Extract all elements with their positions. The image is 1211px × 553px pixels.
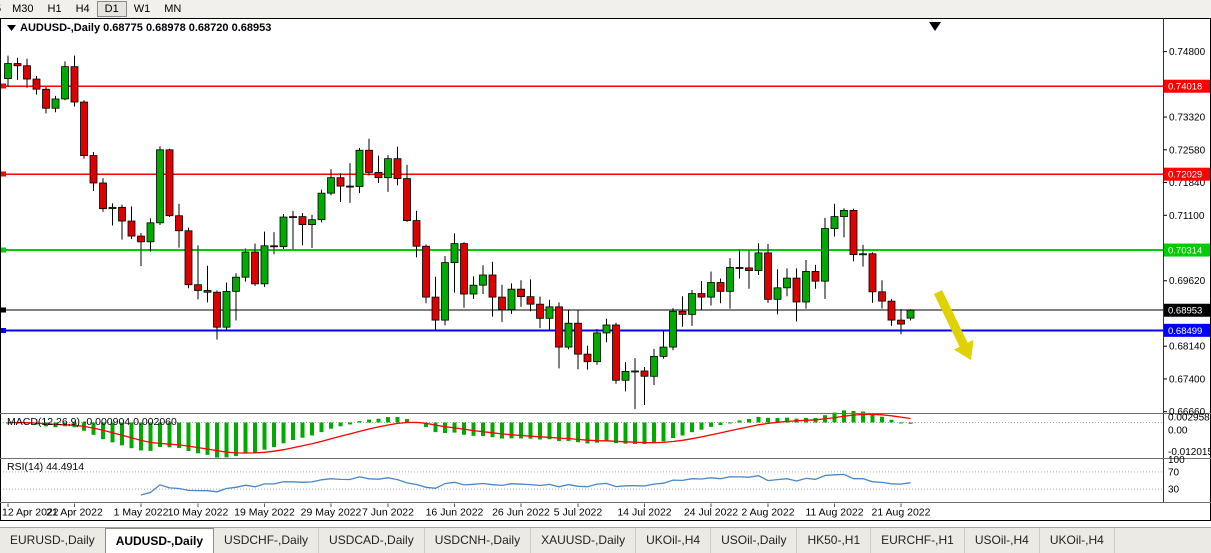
date-label: 7 Jun 2022 xyxy=(362,507,414,519)
rsi-label: RSI(14) 44.4914 xyxy=(7,461,84,473)
rsi-axis-70: 70 xyxy=(1168,467,1180,478)
symbol-tab-eurchf-h1[interactable]: EURCHF-,H1 xyxy=(871,528,965,553)
price-tick-label: 0.68140 xyxy=(1169,342,1206,353)
symbol-tab-ukoil-h4[interactable]: UKOil-,H4 xyxy=(1040,528,1115,553)
symbol-tab-usdchf-daily[interactable]: USDCHF-,Daily xyxy=(214,528,319,553)
date-label: 14 Jul 2022 xyxy=(617,507,671,519)
price-badge-label: 0.74018 xyxy=(1168,82,1202,93)
date-label: 11 Aug 2022 xyxy=(805,507,863,519)
timeframe-button-H4[interactable]: H4 xyxy=(69,2,97,17)
support-blue-line-handle[interactable] xyxy=(1,328,6,333)
date-label: 2 Aug 2022 xyxy=(741,507,794,519)
symbol-tab-usoil-h4[interactable]: USOil-,H4 xyxy=(965,528,1040,553)
chart-canvas[interactable]: 0.748000.733200.725800.718400.711000.696… xyxy=(0,18,1211,521)
support-resistance-green-line-handle[interactable] xyxy=(1,248,6,253)
symbol-tab-eurusd-daily[interactable]: EURUSD-,Daily xyxy=(0,528,106,553)
timeframe-button-W1[interactable]: W1 xyxy=(127,2,158,17)
symbol-tab-xauusd-daily[interactable]: XAUUSD-,Daily xyxy=(531,528,636,553)
current-price-line-handle[interactable] xyxy=(1,308,6,313)
date-label: 24 Jul 2022 xyxy=(684,507,738,519)
symbol-tab-hk50-h1[interactable]: HK50-,H1 xyxy=(797,528,871,553)
date-label: 19 May 2022 xyxy=(234,507,295,519)
price-tick-label: 0.71100 xyxy=(1169,211,1205,222)
rsi-axis-100: 100 xyxy=(1168,455,1185,466)
date-label: 21 Aug 2022 xyxy=(872,507,931,519)
price-badge-label: 0.68499 xyxy=(1168,326,1202,337)
timeframe-button-group: 5M30H1H4D1W1MN xyxy=(0,1,188,17)
price-tick-label: 0.67400 xyxy=(1169,374,1206,385)
timeframe-button-M30[interactable]: M30 xyxy=(5,2,40,17)
date-label: 29 May 2022 xyxy=(301,507,362,519)
resistance-line-upper-handle[interactable] xyxy=(1,84,6,89)
price-tick-label: 0.72580 xyxy=(1169,145,1206,156)
symbol-tabbar: EURUSD-,DailyAUDUSD-,DailyUSDCHF-,DailyU… xyxy=(0,527,1211,553)
price-tick-label: 0.73320 xyxy=(1169,113,1206,124)
chart-ohlc-title: AUDUSD-,Daily 0.68775 0.68978 0.68720 0.… xyxy=(20,22,271,34)
price-badge-label: 0.70314 xyxy=(1168,246,1202,257)
timeframe-button-MN[interactable]: MN xyxy=(157,2,188,17)
macd-axis-max: 0.002958 xyxy=(1168,412,1210,423)
price-badge-label: 0.72029 xyxy=(1168,170,1202,181)
timeframe-button-H1[interactable]: H1 xyxy=(41,2,69,17)
date-label: 5 Jul 2022 xyxy=(554,507,603,519)
date-label: 16 Jun 2022 xyxy=(426,507,484,519)
timeframe-toolbar: 5M30H1H4D1W1MN xyxy=(0,0,1211,18)
resistance-line-lower-handle[interactable] xyxy=(1,172,6,177)
price-tick-label: 0.69620 xyxy=(1169,276,1206,287)
symbol-tab-ukoil-h4[interactable]: UKOil-,H4 xyxy=(636,528,711,553)
symbol-tab-usoil-daily[interactable]: USOil-,Daily xyxy=(711,528,797,553)
date-label: 26 Jun 2022 xyxy=(492,507,550,519)
date-label: 10 May 2022 xyxy=(168,507,229,519)
timeframe-button-D1[interactable]: D1 xyxy=(97,1,127,17)
price-tick-label: 0.74800 xyxy=(1169,47,1206,58)
time-axis[interactable]: 12 Apr 202221 Apr 20221 May 202210 May 2… xyxy=(2,504,931,519)
rsi-axis-30: 30 xyxy=(1168,485,1180,496)
symbol-tab-usdcad-daily[interactable]: USDCAD-,Daily xyxy=(319,528,425,553)
date-label: 21 Apr 2022 xyxy=(46,507,103,519)
date-label: 1 May 2022 xyxy=(114,507,169,519)
macd-axis-zero: 0.00 xyxy=(1168,425,1188,436)
symbol-tab-audusd-daily[interactable]: AUDUSD-,Daily xyxy=(105,528,214,553)
symbol-tab-usdcnh-daily[interactable]: USDCNH-,Daily xyxy=(425,528,531,553)
price-badge-label: 0.68953 xyxy=(1168,306,1202,317)
macd-label: MACD(12,26,9) -0.000904 0.002060 xyxy=(7,416,177,428)
trading-terminal-window: 5M30H1H4D1W1MN 0.74800 0.73320 0.72580 0.71… xyxy=(0,0,1211,553)
